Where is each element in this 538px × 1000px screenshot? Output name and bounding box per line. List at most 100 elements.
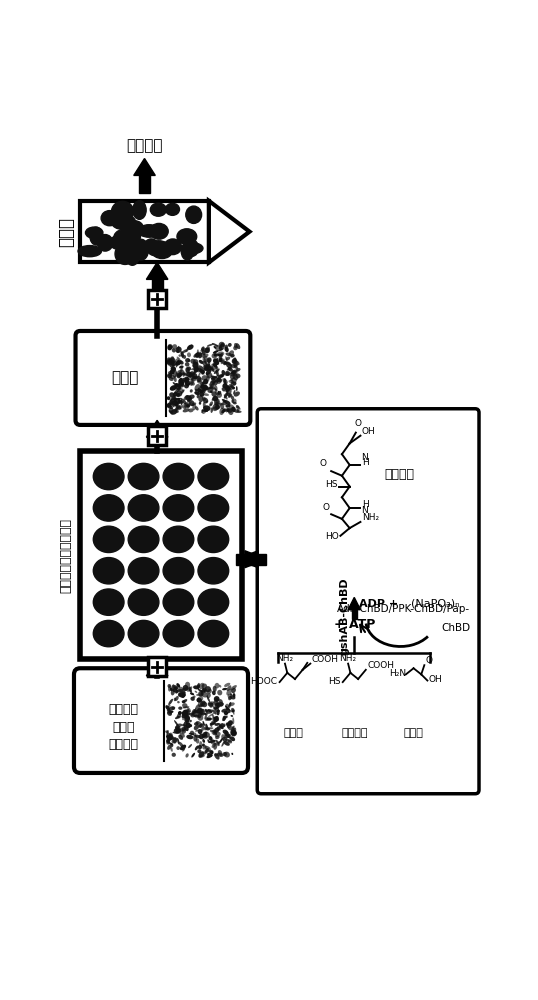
Ellipse shape: [185, 715, 190, 720]
Ellipse shape: [190, 379, 194, 386]
Ellipse shape: [222, 387, 225, 392]
Ellipse shape: [228, 702, 231, 708]
Ellipse shape: [86, 227, 103, 238]
Ellipse shape: [189, 689, 191, 692]
Ellipse shape: [207, 346, 210, 350]
Ellipse shape: [178, 711, 182, 715]
Ellipse shape: [225, 739, 232, 742]
Ellipse shape: [177, 714, 181, 718]
Ellipse shape: [216, 710, 220, 715]
Ellipse shape: [173, 400, 179, 404]
Ellipse shape: [174, 686, 178, 690]
Ellipse shape: [187, 378, 194, 380]
Ellipse shape: [215, 735, 220, 739]
Ellipse shape: [224, 752, 230, 757]
Ellipse shape: [93, 526, 124, 553]
Ellipse shape: [182, 408, 189, 412]
Ellipse shape: [192, 710, 198, 717]
Ellipse shape: [169, 399, 173, 406]
Ellipse shape: [235, 374, 240, 378]
Ellipse shape: [177, 383, 185, 388]
Ellipse shape: [189, 371, 195, 377]
Ellipse shape: [177, 701, 180, 703]
Ellipse shape: [225, 385, 231, 391]
Ellipse shape: [215, 403, 218, 406]
Ellipse shape: [166, 730, 169, 737]
Ellipse shape: [189, 733, 194, 735]
Ellipse shape: [187, 345, 194, 350]
Ellipse shape: [205, 710, 207, 712]
Ellipse shape: [173, 685, 177, 689]
Ellipse shape: [179, 378, 182, 382]
Ellipse shape: [199, 360, 203, 364]
Ellipse shape: [90, 227, 103, 245]
Ellipse shape: [219, 343, 223, 349]
Ellipse shape: [217, 374, 223, 379]
Ellipse shape: [228, 739, 232, 744]
Ellipse shape: [204, 713, 207, 715]
Text: NH₂: NH₂: [362, 513, 379, 522]
Ellipse shape: [197, 698, 201, 702]
Ellipse shape: [179, 365, 183, 369]
Ellipse shape: [210, 749, 213, 754]
Ellipse shape: [197, 684, 200, 687]
Ellipse shape: [182, 713, 187, 716]
Text: gshAB-ChBD: gshAB-ChBD: [339, 577, 350, 655]
Ellipse shape: [167, 403, 172, 407]
Ellipse shape: [168, 685, 171, 692]
Ellipse shape: [174, 402, 179, 407]
Ellipse shape: [232, 369, 239, 372]
Ellipse shape: [180, 729, 181, 733]
Ellipse shape: [171, 401, 175, 407]
Ellipse shape: [114, 230, 131, 249]
Ellipse shape: [215, 367, 218, 370]
Ellipse shape: [183, 709, 189, 715]
Ellipse shape: [210, 730, 213, 732]
Ellipse shape: [226, 362, 232, 368]
Ellipse shape: [184, 377, 189, 384]
Ellipse shape: [128, 589, 159, 615]
Ellipse shape: [225, 386, 230, 391]
Polygon shape: [209, 201, 250, 262]
Ellipse shape: [199, 724, 205, 728]
Ellipse shape: [93, 495, 124, 521]
Ellipse shape: [199, 734, 204, 739]
Ellipse shape: [202, 688, 206, 692]
Ellipse shape: [222, 344, 224, 347]
Ellipse shape: [178, 689, 180, 693]
Ellipse shape: [167, 396, 171, 400]
Ellipse shape: [193, 710, 199, 714]
Ellipse shape: [222, 401, 227, 405]
Ellipse shape: [186, 404, 190, 408]
Text: Adk-ChBD/PPK-ChBD/Pap-: Adk-ChBD/PPK-ChBD/Pap-: [337, 604, 471, 614]
Ellipse shape: [171, 684, 175, 691]
Ellipse shape: [196, 721, 202, 726]
Ellipse shape: [165, 705, 170, 710]
Ellipse shape: [220, 408, 224, 415]
Text: H: H: [362, 500, 369, 509]
Ellipse shape: [202, 354, 209, 358]
Ellipse shape: [175, 696, 179, 701]
Ellipse shape: [211, 364, 217, 370]
Ellipse shape: [236, 405, 239, 409]
Ellipse shape: [236, 343, 240, 349]
Text: ChBD: ChBD: [441, 623, 471, 633]
Ellipse shape: [185, 402, 190, 407]
Ellipse shape: [216, 377, 222, 382]
Text: 反应液: 反应液: [111, 370, 138, 385]
Ellipse shape: [219, 357, 223, 362]
Ellipse shape: [180, 399, 182, 406]
Ellipse shape: [223, 409, 226, 412]
Ellipse shape: [192, 402, 196, 406]
Ellipse shape: [189, 720, 192, 722]
Ellipse shape: [175, 360, 179, 366]
Ellipse shape: [177, 387, 181, 391]
Text: 甘氨酸: 甘氨酸: [404, 728, 423, 738]
Ellipse shape: [216, 703, 221, 707]
Ellipse shape: [188, 396, 190, 402]
Ellipse shape: [226, 734, 231, 738]
Ellipse shape: [213, 380, 218, 386]
Ellipse shape: [200, 704, 203, 707]
Ellipse shape: [197, 380, 202, 384]
Ellipse shape: [202, 734, 206, 738]
